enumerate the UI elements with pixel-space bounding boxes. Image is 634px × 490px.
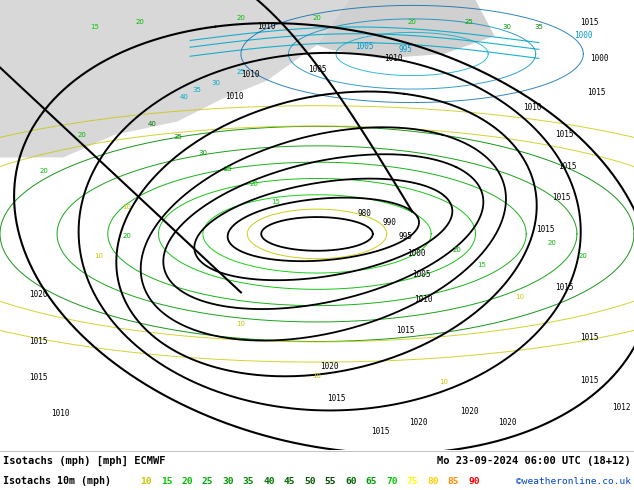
Text: Isotachs 10m (mph): Isotachs 10m (mph)	[3, 476, 111, 486]
Text: 1015: 1015	[552, 194, 571, 202]
Text: 15: 15	[271, 199, 280, 205]
Text: 1015: 1015	[580, 333, 599, 342]
Text: 45: 45	[284, 477, 295, 486]
Text: 20: 20	[249, 181, 258, 188]
Text: 20: 20	[122, 233, 131, 239]
Text: 65: 65	[366, 477, 377, 486]
Text: 1010: 1010	[384, 54, 403, 63]
Polygon shape	[0, 0, 349, 157]
Text: 1015: 1015	[586, 88, 605, 97]
Text: 1020: 1020	[460, 407, 479, 416]
Text: 1015: 1015	[580, 18, 599, 27]
Text: 995: 995	[399, 45, 413, 54]
Text: 1015: 1015	[396, 326, 415, 335]
Text: 1010: 1010	[225, 92, 244, 101]
Text: 10: 10	[515, 294, 524, 300]
Text: 35: 35	[534, 24, 543, 30]
Text: 1020: 1020	[29, 290, 48, 299]
Text: 15: 15	[161, 477, 172, 486]
Text: 1010: 1010	[51, 409, 70, 418]
Text: 35: 35	[192, 87, 201, 93]
Text: 1000: 1000	[407, 249, 426, 258]
Text: 1005: 1005	[412, 270, 431, 279]
Text: 20: 20	[78, 132, 87, 138]
Text: 20: 20	[40, 168, 49, 174]
Text: 20: 20	[313, 15, 321, 21]
Text: 30: 30	[198, 150, 207, 156]
Text: 90: 90	[469, 477, 480, 486]
Text: 25: 25	[465, 20, 474, 25]
Text: 25: 25	[224, 166, 233, 171]
Text: 990: 990	[383, 218, 397, 227]
Text: 20: 20	[452, 246, 461, 253]
Text: 30: 30	[223, 477, 234, 486]
Text: 1015: 1015	[580, 376, 599, 385]
Text: 1015: 1015	[29, 337, 48, 346]
Text: 20: 20	[236, 15, 245, 21]
Text: 20: 20	[181, 477, 193, 486]
Text: 1015: 1015	[536, 225, 555, 234]
Text: 40: 40	[148, 121, 157, 127]
Text: 85: 85	[448, 477, 459, 486]
Text: Mo 23-09-2024 06:00 UTC (18+12): Mo 23-09-2024 06:00 UTC (18+12)	[437, 456, 631, 466]
Text: ©weatheronline.co.uk: ©weatheronline.co.uk	[516, 477, 631, 486]
Text: 10: 10	[94, 253, 103, 259]
Text: 1020: 1020	[498, 418, 517, 427]
Text: 1005: 1005	[355, 42, 374, 51]
Text: 25: 25	[236, 69, 245, 75]
Text: 60: 60	[346, 477, 357, 486]
Text: 10: 10	[140, 477, 152, 486]
Text: 80: 80	[427, 477, 439, 486]
Text: 25: 25	[202, 477, 213, 486]
Text: 40: 40	[179, 94, 188, 99]
Text: 1010: 1010	[241, 70, 260, 79]
Text: 15: 15	[477, 262, 486, 269]
Text: 10: 10	[122, 204, 131, 210]
Text: 1020: 1020	[320, 362, 339, 371]
Text: 1010: 1010	[257, 23, 276, 31]
Text: 20: 20	[579, 253, 588, 259]
Text: 1015: 1015	[558, 162, 577, 171]
Text: 75: 75	[407, 477, 418, 486]
Text: 30: 30	[503, 24, 512, 30]
Text: 1015: 1015	[327, 393, 346, 403]
Text: 1012: 1012	[612, 403, 631, 412]
Text: 35: 35	[173, 134, 182, 140]
Text: 70: 70	[386, 477, 398, 486]
Text: 30: 30	[211, 80, 220, 86]
Text: 1000: 1000	[590, 54, 609, 63]
Text: 1015: 1015	[555, 283, 574, 293]
Text: 1010: 1010	[523, 103, 542, 113]
Text: 1020: 1020	[409, 418, 428, 427]
Text: 15: 15	[91, 24, 100, 30]
Text: Isotachs (mph) [mph] ECMWF: Isotachs (mph) [mph] ECMWF	[3, 456, 165, 466]
Polygon shape	[317, 0, 495, 58]
Text: 55: 55	[325, 477, 336, 486]
Text: 980: 980	[358, 209, 372, 218]
Text: 1010: 1010	[414, 294, 433, 304]
Text: 1005: 1005	[307, 65, 327, 74]
Text: 35: 35	[243, 477, 254, 486]
Text: 10: 10	[236, 321, 245, 327]
Text: 1015: 1015	[555, 130, 574, 140]
Text: 50: 50	[304, 477, 316, 486]
Text: 20: 20	[547, 240, 556, 246]
Text: 20: 20	[408, 20, 417, 25]
Text: 1015: 1015	[29, 373, 48, 382]
Text: 20: 20	[135, 20, 144, 25]
Text: 40: 40	[263, 477, 275, 486]
Text: 995: 995	[399, 232, 413, 241]
Text: 10: 10	[313, 372, 321, 379]
Text: 10: 10	[439, 379, 448, 385]
Text: 1015: 1015	[371, 427, 390, 436]
Text: 1000: 1000	[574, 31, 593, 41]
